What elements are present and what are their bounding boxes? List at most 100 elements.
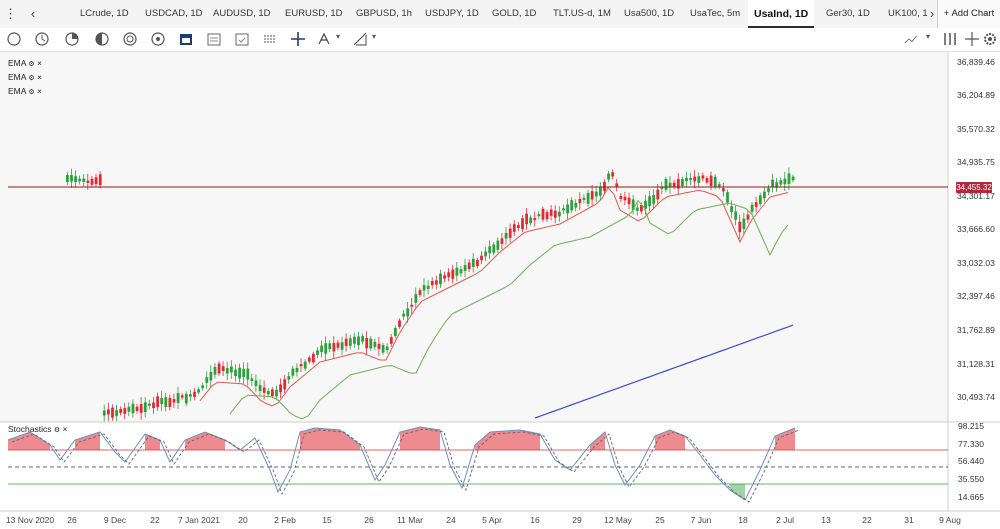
chevron-right-icon[interactable]: ›	[929, 6, 935, 21]
price-tick-label: 31,128.31	[957, 359, 995, 369]
menu-icon[interactable]: ⋮	[4, 6, 17, 21]
settings-circle-icon[interactable]	[150, 31, 166, 47]
tab-tltusd[interactable]: TLT.US-d, 1M	[553, 8, 611, 19]
calendar-week-icon[interactable]	[206, 31, 222, 47]
stochastics-label: Stochastics	[8, 424, 52, 434]
price-tick-label: 34,301.17	[957, 191, 995, 201]
pen-icon[interactable]	[316, 31, 332, 47]
crosshair-circle-icon[interactable]	[6, 31, 22, 47]
candle	[652, 194, 656, 204]
calendar-icon[interactable]	[178, 31, 194, 47]
tab-usa500[interactable]: Usa500, 1D	[624, 8, 675, 19]
chevron-down-icon[interactable]: ▾	[336, 32, 341, 41]
stochastics-legend[interactable]: Stochastics ⚙ ×	[8, 424, 67, 434]
tab-usaind[interactable]: UsaInd, 1D	[748, 0, 815, 28]
candle	[471, 258, 475, 267]
chevron-down-icon[interactable]: ▾	[926, 32, 931, 41]
candle	[750, 204, 754, 212]
candle	[328, 343, 332, 350]
ruler-icon[interactable]	[352, 31, 368, 47]
candle	[787, 173, 791, 184]
ema-label: EMA	[8, 86, 26, 96]
candle	[590, 191, 594, 200]
settings-icon[interactable]: ⚙	[53, 427, 61, 434]
candle	[689, 177, 692, 180]
close-icon[interactable]: ×	[36, 86, 42, 96]
tab-audusd[interactable]: AUDUSD, 1D	[213, 8, 271, 19]
candle	[377, 343, 381, 350]
candle	[484, 251, 487, 257]
candle	[455, 267, 459, 276]
settings-icon[interactable]: ⚙	[28, 89, 35, 96]
ema-legend-2[interactable]: EMA ⚙ ×	[8, 72, 42, 82]
candle	[717, 184, 721, 187]
candle	[504, 232, 508, 239]
date-tick-label: 11 Mar	[397, 515, 423, 525]
ema-legend-3[interactable]: EMA ⚙ ×	[8, 86, 42, 96]
crosshair-icon[interactable]	[290, 31, 306, 47]
candle	[193, 391, 196, 397]
candle	[102, 410, 106, 416]
candle	[324, 343, 328, 354]
tab-usdcad[interactable]: USDCAD, 1D	[145, 8, 203, 19]
ema-slow-line	[534, 324, 794, 419]
pie-icon[interactable]	[64, 31, 80, 47]
tab-ger30[interactable]: Ger30, 1D	[826, 8, 870, 19]
chevron-left-icon[interactable]: ‹	[30, 6, 36, 21]
candle	[250, 378, 254, 382]
globe-icon[interactable]	[122, 31, 138, 47]
gear-icon[interactable]	[982, 31, 998, 47]
close-icon[interactable]: ×	[36, 58, 42, 68]
candle	[238, 367, 241, 379]
candle	[635, 207, 639, 211]
chart-type-icon[interactable]	[904, 31, 920, 47]
ema-legend-1[interactable]: EMA ⚙ ×	[8, 58, 42, 68]
date-tick-label: 13 Nov 2020	[5, 515, 55, 525]
candle	[627, 197, 631, 205]
chevron-down-icon[interactable]: ▾	[372, 32, 377, 41]
date-tick-label: 15	[322, 515, 332, 525]
candle	[115, 410, 118, 416]
candle	[586, 192, 590, 204]
lines-icon[interactable]	[262, 31, 278, 47]
candle	[500, 238, 504, 244]
candle	[398, 320, 401, 327]
clock-icon[interactable]	[34, 31, 50, 47]
tab-uk100[interactable]: UK100, 1	[888, 8, 928, 19]
candle	[271, 389, 274, 397]
date-tick-label: 7 Jun	[690, 515, 712, 525]
candle	[603, 181, 606, 191]
candle	[78, 178, 82, 182]
date-tick-label: 7 Jan 2021	[177, 515, 221, 525]
tab-gold[interactable]: GOLD, 1D	[492, 8, 537, 19]
indicators-icon[interactable]	[942, 31, 958, 47]
stoch-zone-fill	[775, 428, 795, 450]
candle	[254, 380, 258, 386]
tab-usatec[interactable]: UsaTec, 5m	[690, 8, 741, 19]
candle	[189, 394, 192, 397]
candle	[439, 273, 442, 285]
tab-usdjpy[interactable]: USDJPY, 1D	[425, 8, 479, 19]
tab-gbpusd[interactable]: GBPUSD, 1h	[356, 8, 412, 19]
tab-lcrude[interactable]: LCrude, 1D	[80, 8, 129, 19]
stoch-tick-label: 35.550	[958, 474, 984, 484]
half-circle-icon[interactable]	[94, 31, 110, 47]
close-icon[interactable]: ×	[36, 72, 42, 82]
settings-icon[interactable]: ⚙	[28, 75, 35, 82]
drawing-toolbar: ▾ ▾ ▾	[0, 28, 1000, 52]
add-chart-button[interactable]: + Add Chart	[937, 0, 1000, 28]
tab-eurusd[interactable]: EURUSD, 1D	[285, 8, 343, 19]
settings-icon[interactable]: ⚙	[28, 61, 35, 68]
candle	[492, 244, 496, 253]
candle	[340, 342, 344, 350]
candle	[184, 393, 188, 404]
candle	[713, 176, 717, 187]
candle	[111, 407, 114, 418]
close-icon[interactable]: ×	[62, 424, 68, 434]
candle	[332, 342, 336, 352]
date-tick-label: 9 Aug	[939, 515, 961, 525]
candle	[336, 342, 340, 348]
calendar-month-icon[interactable]	[234, 31, 250, 47]
crosshair-settings-icon[interactable]	[964, 31, 980, 47]
